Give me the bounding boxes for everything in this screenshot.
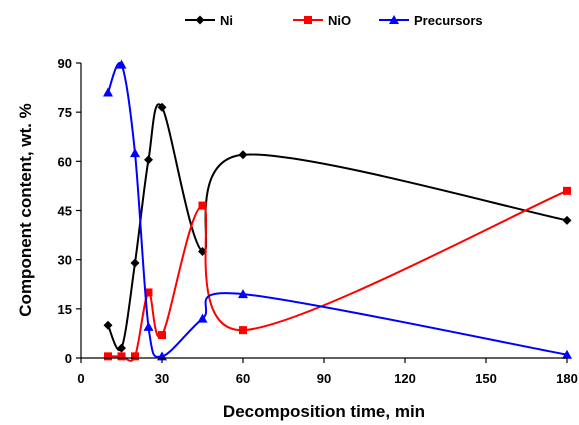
ticks: 0 30 60 90 120 150 180 0 15 30 45 60 75 90 [58,56,578,386]
legend-marker-nio [304,16,312,24]
y-tick-label: 60 [58,154,72,169]
x-tick-label: 30 [155,371,169,386]
series-nio [104,186,571,362]
data-point-precursors [130,148,140,158]
series-line-nio [107,189,568,362]
x-tick-label: 60 [236,371,250,386]
series-ni [103,102,572,353]
data-point-ni [238,150,248,160]
legend-item-precursors: Precursors [379,13,483,28]
legend-marker-ni [195,15,205,25]
series-precursors [103,59,572,361]
legend-label-ni: Ni [220,13,233,28]
series-layer [103,59,572,362]
y-tick-label: 15 [58,302,72,317]
data-point-precursors [197,313,208,323]
x-tick-label: 90 [317,371,331,386]
series-line-ni [107,103,568,352]
y-tick-label: 75 [58,105,72,120]
data-point-nio [131,352,139,361]
data-point-ni [144,155,153,165]
x-tick-label: 180 [556,371,578,386]
legend-label-precursors: Precursors [414,13,483,28]
data-point-nio [239,326,247,335]
data-point-precursors [562,349,572,359]
y-tick-label: 45 [58,204,72,219]
data-point-nio [563,186,571,195]
data-point-ni [103,320,113,330]
x-axis-title: Decomposition time, min [223,402,425,421]
data-point-ni [117,343,126,353]
legend-item-ni: Ni [185,13,233,28]
data-point-nio [144,288,153,297]
data-point-precursors [116,59,127,69]
data-point-ni [130,258,140,268]
data-point-nio [198,201,207,210]
y-tick-label: 30 [58,253,72,268]
y-axis-title: Component content, wt. % [16,103,35,316]
y-tick-label: 0 [65,351,72,366]
legend-label-nio: NiO [328,13,351,28]
legend-marker-precursors [389,15,399,24]
data-point-nio [158,331,166,340]
data-point-precursors [143,321,154,331]
data-point-precursors [103,87,113,97]
x-tick-label: 0 [77,371,84,386]
data-point-nio [117,352,126,361]
legend: Ni NiO Precursors [185,13,483,28]
series-line-precursors [107,61,568,358]
y-tick-label: 90 [58,56,72,71]
data-point-precursors [238,289,248,299]
x-tick-label: 120 [394,371,416,386]
data-point-ni [157,102,167,112]
x-tick-label: 150 [475,371,497,386]
data-point-nio [104,352,112,361]
legend-item-nio: NiO [293,13,351,28]
data-point-ni [562,215,572,225]
